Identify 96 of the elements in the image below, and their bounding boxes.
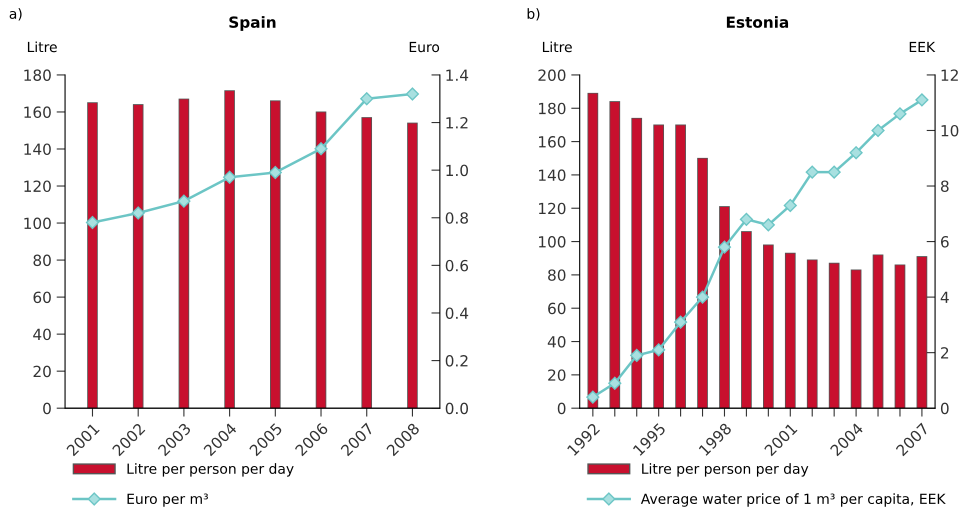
point bbox=[696, 290, 710, 304]
bar bbox=[894, 264, 906, 408]
point bbox=[177, 194, 190, 208]
point bbox=[652, 343, 666, 356]
bar bbox=[653, 124, 664, 408]
y-tick-label: 40 bbox=[548, 336, 566, 348]
y-tick-label: 60 bbox=[33, 292, 51, 304]
point bbox=[740, 212, 753, 226]
bar bbox=[697, 158, 708, 408]
y2-tick-label: 6 bbox=[941, 236, 949, 248]
y-tick-label: 140 bbox=[24, 143, 51, 156]
bar bbox=[850, 269, 862, 408]
y2-tick-label: 1.4 bbox=[446, 70, 468, 81]
bar bbox=[407, 122, 418, 408]
y2-tick-label: 0.8 bbox=[446, 212, 468, 224]
y-tick-label: 20 bbox=[34, 366, 51, 378]
point bbox=[608, 376, 622, 390]
text: b) bbox=[528, 8, 540, 21]
bar bbox=[631, 118, 642, 408]
y2-axis-title: Euro bbox=[410, 42, 440, 52]
bar bbox=[587, 92, 598, 408]
y-tick-label: 180 bbox=[24, 69, 51, 81]
point bbox=[850, 146, 863, 160]
y-tick-label: 80 bbox=[548, 269, 566, 281]
y-tick-label: 160 bbox=[24, 106, 51, 118]
y2-tick-label: 10 bbox=[942, 124, 958, 136]
y2-tick-label: 2 bbox=[941, 347, 948, 358]
y2-tick-label: 1.0 bbox=[446, 164, 468, 176]
point bbox=[871, 124, 885, 138]
y-tick-label: 20 bbox=[548, 369, 566, 381]
bar bbox=[361, 117, 372, 408]
y-tick-label: 200 bbox=[538, 69, 566, 81]
y-tick-label: 80 bbox=[33, 254, 51, 266]
y2-tick-label: 0.0 bbox=[446, 402, 468, 414]
y-axis-title: Litre bbox=[28, 41, 57, 52]
bar bbox=[916, 256, 928, 408]
point bbox=[406, 87, 420, 101]
bar bbox=[224, 90, 235, 408]
legend-label: Litre per person per day bbox=[642, 463, 808, 477]
point bbox=[630, 348, 644, 362]
y-tick-label: 40 bbox=[33, 328, 51, 340]
y-tick-label: 0 bbox=[43, 402, 51, 414]
bar bbox=[609, 101, 620, 408]
legend-label: Litre per person per day bbox=[128, 463, 294, 477]
bar bbox=[675, 124, 686, 408]
y-tick-label: 160 bbox=[539, 136, 566, 148]
point bbox=[586, 390, 600, 404]
point bbox=[314, 142, 328, 156]
y-tick-label: 100 bbox=[539, 236, 566, 248]
point bbox=[268, 166, 282, 180]
y2-tick-label: 0.4 bbox=[446, 307, 468, 319]
y-tick-label: 60 bbox=[548, 302, 566, 314]
bar bbox=[316, 112, 326, 408]
legend-label: Euro per m³ bbox=[128, 494, 208, 507]
point bbox=[86, 216, 100, 230]
point bbox=[762, 218, 775, 232]
point bbox=[132, 206, 145, 220]
y2-tick-label: 12 bbox=[942, 69, 958, 81]
y2-tick-label: 1.2 bbox=[446, 117, 468, 128]
chart-title: Estonia bbox=[726, 16, 788, 28]
bar bbox=[872, 254, 884, 408]
point bbox=[223, 170, 236, 184]
y2-tick-label: 0 bbox=[940, 402, 949, 414]
y-tick-label: 180 bbox=[539, 102, 566, 114]
point bbox=[893, 107, 907, 120]
y-tick-label: 140 bbox=[539, 169, 566, 181]
bar bbox=[270, 100, 281, 408]
bar bbox=[87, 102, 98, 408]
y2-axis-title: EEK bbox=[910, 42, 936, 52]
y2-tick-label: 0.6 bbox=[446, 260, 468, 272]
bar bbox=[762, 244, 774, 408]
bar bbox=[784, 252, 796, 408]
y-tick-label: 0 bbox=[558, 402, 566, 414]
bar bbox=[828, 262, 840, 408]
legend-label: Average water price of 1 m³ per capita, EEK bbox=[640, 493, 946, 507]
y-tick-label: 120 bbox=[539, 202, 566, 214]
y2-tick-label: 8 bbox=[940, 180, 949, 192]
point bbox=[806, 166, 819, 179]
y-axis-title: Litre bbox=[542, 41, 572, 52]
point bbox=[674, 316, 688, 329]
y2-tick-label: 0.2 bbox=[446, 355, 468, 367]
bar bbox=[719, 206, 730, 408]
y-tick-label: 120 bbox=[24, 180, 51, 192]
y2-tick-label: 4 bbox=[940, 292, 949, 303]
y-tick-label: 100 bbox=[24, 218, 51, 230]
point bbox=[718, 240, 732, 254]
bar bbox=[178, 98, 190, 408]
point bbox=[360, 92, 374, 106]
bar bbox=[132, 104, 144, 408]
point bbox=[828, 166, 841, 179]
bar bbox=[741, 231, 752, 408]
text: a) bbox=[10, 8, 22, 21]
chart-title: Spain bbox=[229, 16, 276, 31]
point bbox=[784, 198, 797, 212]
bar bbox=[806, 259, 818, 408]
point bbox=[915, 93, 928, 107]
